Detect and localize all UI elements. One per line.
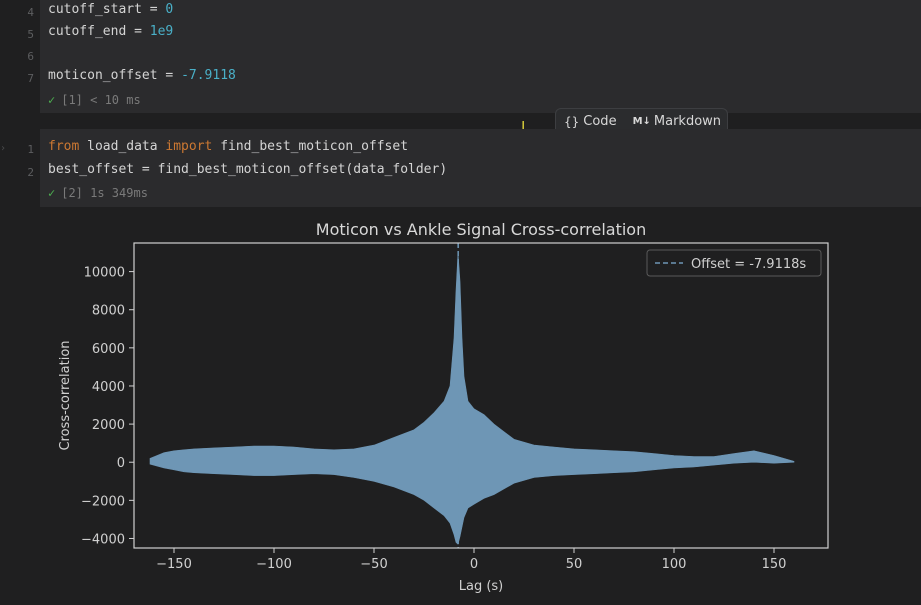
line-number: 6 — [27, 50, 34, 63]
x-tick-label: 100 — [662, 557, 687, 572]
y-tick-label: 4000 — [92, 380, 125, 395]
y-tick-label: 6000 — [92, 342, 125, 357]
y-tick-label: −2000 — [81, 494, 125, 509]
axes-frame — [133, 242, 829, 549]
x-tick-label: −50 — [360, 557, 387, 572]
line-number: 5 — [27, 28, 34, 41]
x-tick-label: 0 — [470, 557, 478, 572]
code-cell-2[interactable]: 1 from load_data import find_best_motico… — [27, 129, 921, 207]
code-line: moticon_offset = -7.9118 — [48, 68, 236, 83]
code-cell-1[interactable]: 4 cutoff_start = 0 5 cutoff_end = 1e9 6 … — [27, 0, 921, 113]
x-tick-label: −150 — [156, 557, 192, 572]
code-line: cutoff_end = 1e9 — [48, 24, 174, 39]
y-tick-label: 10000 — [84, 266, 125, 281]
add-code-cell-button[interactable]: {} Code — [564, 114, 617, 129]
x-tick-label: −100 — [256, 557, 292, 572]
line-number: 7 — [27, 72, 34, 85]
gutter-arrow-indicator: › — [0, 143, 7, 154]
x-tick-label: 50 — [566, 557, 583, 572]
x-tick-label: 150 — [762, 557, 787, 572]
cross-correlation-chart: −150 −100 −50 0 50 100 150 −4000 −2000 0 2000 4000 6… — [58, 220, 829, 594]
braces-icon: {} — [564, 114, 580, 129]
add-markdown-cell-button[interactable]: M↓ Markdown — [632, 114, 722, 129]
chart-title: Moticon vs Ankle Signal Cross-correlatio… — [316, 220, 646, 239]
code-line: from load_data import find_best_moticon_… — [48, 139, 409, 154]
y-tick-label: 0 — [117, 456, 125, 471]
y-tick-label: −4000 — [81, 532, 125, 547]
check-icon: ✓ — [48, 93, 56, 107]
y-tick-label: 2000 — [92, 418, 125, 433]
cross-correlation-series — [149, 252, 795, 545]
line-number: 1 — [27, 143, 34, 156]
x-axis-label: Lag (s) — [459, 579, 504, 594]
check-icon: ✓ — [48, 186, 56, 200]
markdown-icon: M↓ — [632, 116, 651, 127]
legend-entry: Offset = -7.9118s — [691, 257, 806, 272]
y-tick-label: 8000 — [92, 304, 125, 319]
text-cursor-icon: I — [521, 118, 526, 136]
code-line: best_offset = find_best_moticon_offset(d… — [48, 162, 448, 177]
execution-status: ✓ [2] 1s 349ms — [48, 186, 148, 200]
y-axis-label: Cross-correlation — [58, 340, 73, 450]
execution-status: ✓ [1] < 10 ms — [48, 93, 141, 107]
line-number: 2 — [27, 166, 34, 179]
line-number: 4 — [27, 6, 34, 19]
code-line: cutoff_start = 0 — [48, 2, 174, 17]
plot-area — [134, 243, 828, 548]
legend-box — [646, 249, 822, 277]
